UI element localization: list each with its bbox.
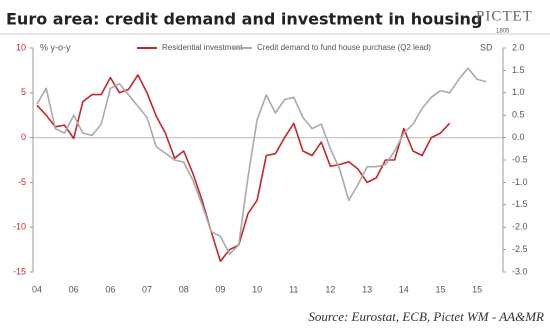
legend-label: Residential investment xyxy=(162,43,243,52)
logo: PICTET xyxy=(476,8,533,24)
y-tick-label: 10 xyxy=(16,42,26,52)
x-tick-label: 10 xyxy=(252,284,262,294)
y-tick-label: -10 xyxy=(13,222,26,232)
series-line xyxy=(36,74,451,262)
source: Source: Eurostat, ECB, Pictet WM - AA&MR xyxy=(308,309,544,324)
x-tick-label: 12 xyxy=(325,284,335,294)
y2-tick-label: -1.5 xyxy=(512,199,528,209)
x-tick-label: 13 xyxy=(362,284,372,294)
y-axis-label: % y-o-y xyxy=(40,42,71,52)
x-tick-label: 06 xyxy=(69,284,79,294)
y2-tick-label: -0.5 xyxy=(512,154,528,164)
y2-tick-label: 1.5 xyxy=(512,65,525,75)
x-tick-label: 08 xyxy=(179,284,189,294)
x-tick-label: 14 xyxy=(399,284,409,294)
x-tick-label: 04 xyxy=(32,284,42,294)
y2-axis-label: SD xyxy=(480,42,493,52)
y2-tick-label: 2.0 xyxy=(512,42,525,52)
x-tick-label: 15 xyxy=(472,284,482,294)
y-tick-label: 0 xyxy=(21,132,26,142)
x-tick-label: 07 xyxy=(142,284,152,294)
y2-tick-label: -2.0 xyxy=(512,222,528,232)
y2-tick-label: -1.0 xyxy=(512,177,528,187)
chart-title: Euro area: credit demand and investment … xyxy=(6,10,482,29)
logo-year: 1805 xyxy=(496,29,510,35)
y-tick-label: -15 xyxy=(13,266,26,276)
y2-tick-label: -3.0 xyxy=(512,266,528,276)
y-tick-label: -5 xyxy=(18,177,26,187)
y2-tick-label: 0.5 xyxy=(512,110,525,120)
x-tick-label: 11 xyxy=(289,284,298,294)
legend-label: Credit demand to fund house purchase (Q2… xyxy=(257,43,431,52)
x-tick-label: 15 xyxy=(435,284,445,294)
y-tick-label: 5 xyxy=(21,87,26,97)
series-line xyxy=(36,67,487,255)
x-tick-label: 06 xyxy=(105,284,115,294)
y2-tick-label: 0.0 xyxy=(512,132,525,142)
y2-tick-label: 1.0 xyxy=(512,87,525,97)
y2-tick-label: -2.5 xyxy=(512,244,528,254)
x-tick-label: 09 xyxy=(215,284,225,294)
